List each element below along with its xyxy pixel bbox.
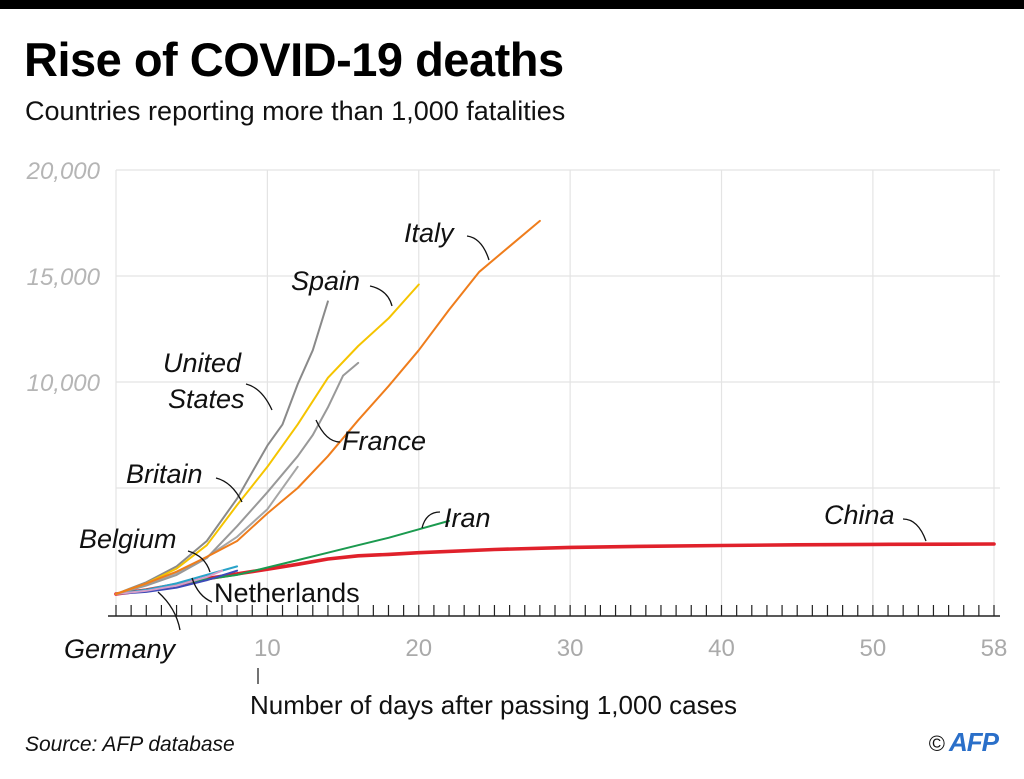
series-line-united-states [115,300,329,595]
x-tick-label: 50 [860,635,887,662]
x-tick-label: 20 [405,635,432,662]
afp-logo: AFP [949,727,999,757]
series-line-italy [115,219,541,595]
label-leaders [157,235,927,631]
series-labels: Italy Spain United States France Britain Iran C… [64,218,895,664]
series-label-italy: Italy [404,218,455,248]
chart-subtitle: Countries reporting more than 1,000 fata… [25,96,566,126]
leader-line-belgium [187,550,211,573]
series-label-spain: Spain [291,266,360,296]
leader-line-germany [157,591,181,631]
x-axis-label: Number of days after passing 1,000 cases [250,690,737,720]
series-line-spain [115,283,420,595]
series-label-netherlands: Netherlands [214,578,360,608]
leader-line-united-states [245,383,273,411]
leader-line-britain [215,477,243,503]
leader-line-netherlands [191,577,213,603]
x-tick-label: 30 [557,635,584,662]
credit: © AFP [928,727,999,758]
leader-line-spain [369,285,393,307]
leader-line-france [315,419,341,443]
x-axis: 10 20 30 40 50 58 [108,605,1007,662]
x-tick-label: 10 [254,635,281,662]
series-label-united-states: States [168,384,245,414]
series-label-france: France [342,426,426,456]
series-lines [114,219,996,596]
top-bar [0,0,1024,9]
copyright-symbol: © [928,731,945,756]
x-tick-label: 58 [981,635,1008,662]
grid-lines [115,169,1000,610]
series-label-belgium: Belgium [79,524,177,554]
chart-title: Rise of COVID-19 deaths [24,33,564,86]
y-tick-label: 20,000 [26,158,101,185]
y-tick-label: 10,000 [27,370,101,397]
series-label-united-states: United [163,348,242,378]
series-label-germany: Germany [64,634,177,664]
leader-line-italy [466,235,490,261]
series-line-belgium [115,569,223,595]
y-tick-label: 15,000 [27,264,101,291]
series-label-britain: Britain [126,459,203,489]
source-note: Source: AFP database [25,733,235,756]
x-tick-label: 40 [708,635,735,662]
y-axis: 10,000 15,000 20,000 [26,158,101,397]
series-line-france [115,361,360,595]
series-label-china: China [824,500,895,530]
leader-line-iran [421,511,441,529]
leader-line-china [902,518,927,542]
series-label-iran: Iran [444,503,491,533]
